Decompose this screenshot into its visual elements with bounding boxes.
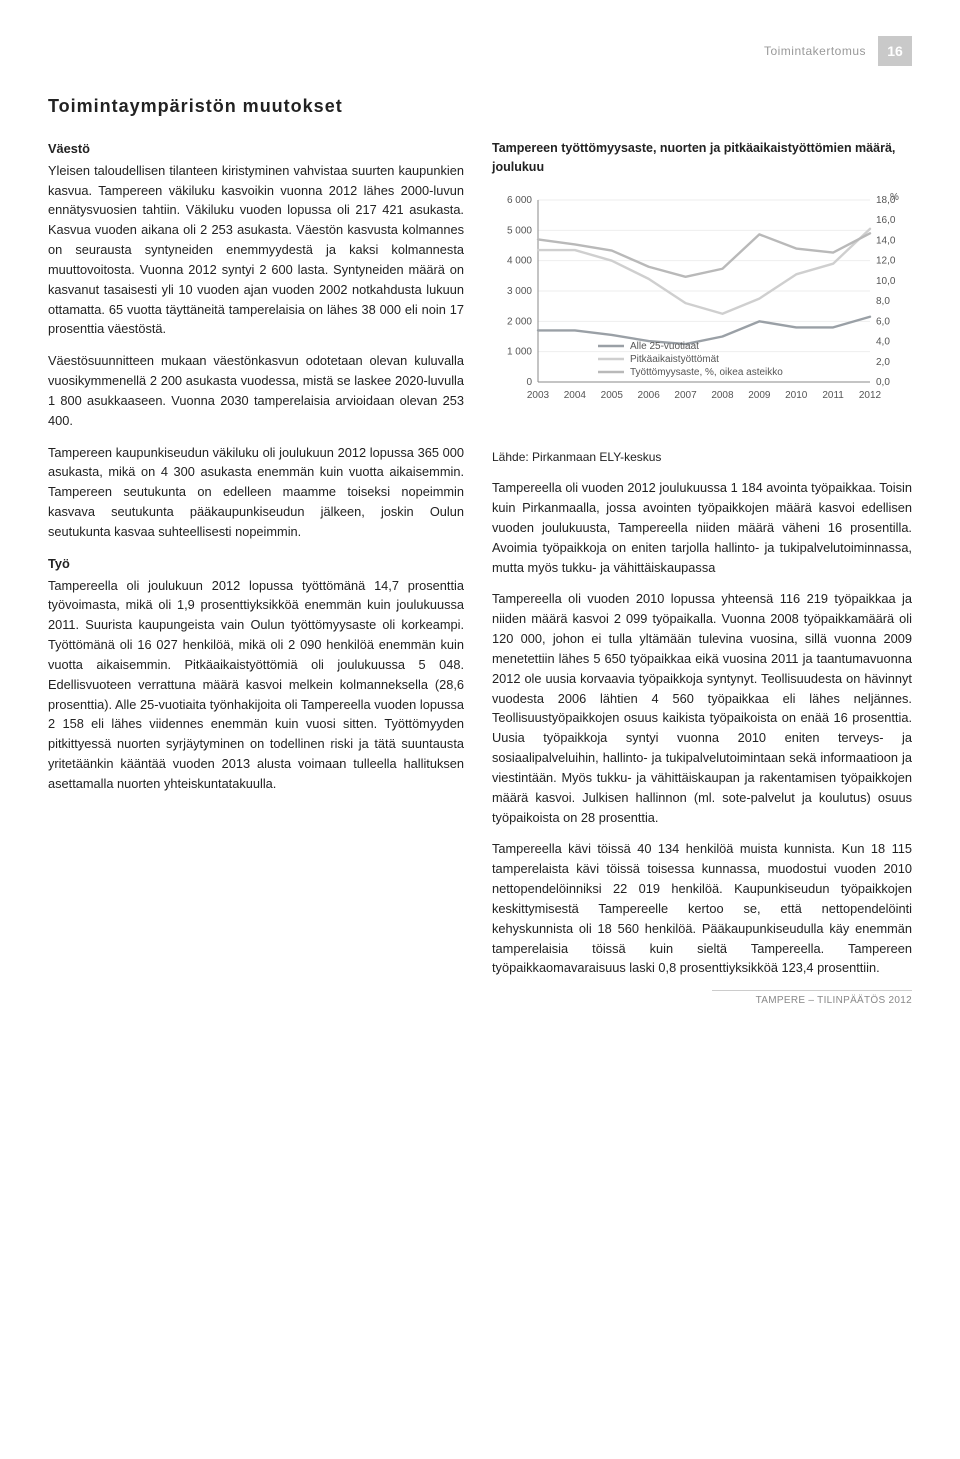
svg-text:2 000: 2 000 <box>507 316 532 327</box>
svg-text:5 000: 5 000 <box>507 225 532 236</box>
paragraph: Tampereella oli joulukuun 2012 lopussa t… <box>48 576 464 794</box>
chart-title: Tampereen työttömyysaste, nuorten ja pit… <box>492 139 912 178</box>
svg-text:4,0: 4,0 <box>876 336 890 347</box>
svg-text:Alle 25-vuotiaat: Alle 25-vuotiaat <box>630 341 699 352</box>
svg-text:16,0: 16,0 <box>876 215 896 226</box>
subhead-vaesto: Väestö <box>48 139 464 159</box>
svg-text:6,0: 6,0 <box>876 316 890 327</box>
two-column-layout: Väestö Yleisen taloudellisen tilanteen k… <box>48 139 912 990</box>
paragraph: Tampereen kaupunkiseudun väkiluku oli jo… <box>48 443 464 542</box>
page-header: Toimintakertomus 16 <box>48 36 912 66</box>
paragraph: Yleisen taloudellisen tilanteen kiristym… <box>48 161 464 339</box>
subhead-tyo: Työ <box>48 554 464 574</box>
svg-text:10,0: 10,0 <box>876 276 896 287</box>
svg-text:6 000: 6 000 <box>507 195 532 206</box>
svg-text:2003: 2003 <box>527 390 550 401</box>
paragraph: Tampereella kävi töissä 40 134 henkilöä … <box>492 839 912 978</box>
unemployment-chart: 0 1 000 2 000 3 000 4 000 5 000 6 000 0,0 2,0 4,0… <box>492 190 912 440</box>
svg-text:1 000: 1 000 <box>507 346 532 357</box>
svg-text:2009: 2009 <box>748 390 771 401</box>
svg-text:12,0: 12,0 <box>876 255 896 266</box>
right-column: Tampereen työttömyysaste, nuorten ja pit… <box>492 139 912 990</box>
svg-text:0: 0 <box>526 377 532 388</box>
svg-text:2008: 2008 <box>711 390 734 401</box>
header-section-label: Toimintakertomus <box>764 44 866 58</box>
paragraph: Tampereella oli vuoden 2010 lopussa yhte… <box>492 589 912 827</box>
svg-text:3 000: 3 000 <box>507 286 532 297</box>
svg-text:14,0: 14,0 <box>876 235 896 246</box>
section-title: Toimintaympäristön muutokset <box>48 96 912 117</box>
chart-source: Lähde: Pirkanmaan ELY-keskus <box>492 448 912 467</box>
page-number: 16 <box>878 36 912 66</box>
left-column: Väestö Yleisen taloudellisen tilanteen k… <box>48 139 464 990</box>
svg-text:2,0: 2,0 <box>876 357 890 368</box>
svg-text:4 000: 4 000 <box>507 255 532 266</box>
svg-text:2012: 2012 <box>859 390 882 401</box>
chart-svg: 0 1 000 2 000 3 000 4 000 5 000 6 000 0,0 2,0 4,0… <box>492 190 912 440</box>
svg-text:8,0: 8,0 <box>876 296 890 307</box>
paragraph: Tampereella oli vuoden 2012 joulukuussa … <box>492 478 912 577</box>
svg-text:2005: 2005 <box>601 390 624 401</box>
page-footer: TAMPERE – TILINPÄÄTÖS 2012 <box>712 990 912 1006</box>
svg-text:Pitkäaikaistyöttömät: Pitkäaikaistyöttömät <box>630 354 719 365</box>
svg-text:2007: 2007 <box>674 390 697 401</box>
svg-text:2011: 2011 <box>822 390 844 401</box>
svg-text:2006: 2006 <box>638 390 661 401</box>
svg-text:0,0: 0,0 <box>876 377 890 388</box>
svg-text:2010: 2010 <box>785 390 808 401</box>
svg-text:%: % <box>890 192 899 203</box>
svg-text:Työttömyysaste, %, oikea astei: Työttömyysaste, %, oikea asteikko <box>630 367 783 378</box>
svg-text:2004: 2004 <box>564 390 587 401</box>
paragraph: Väestösuunnitteen mukaan väestönkasvun o… <box>48 351 464 430</box>
